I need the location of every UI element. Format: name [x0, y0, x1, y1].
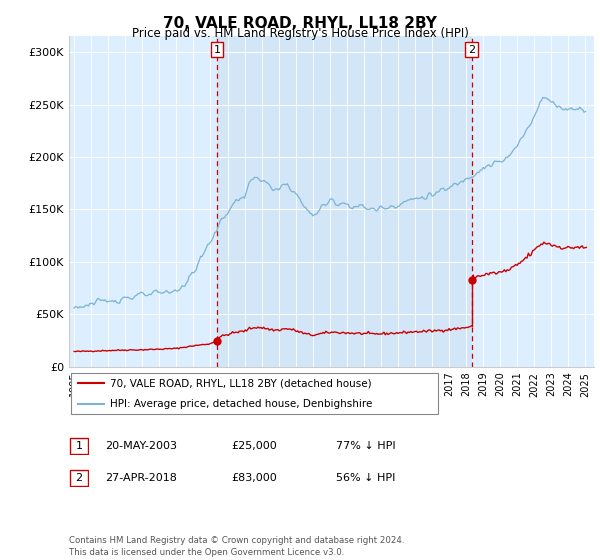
Text: Price paid vs. HM Land Registry's House Price Index (HPI): Price paid vs. HM Land Registry's House …	[131, 27, 469, 40]
Text: 77% ↓ HPI: 77% ↓ HPI	[336, 441, 395, 451]
Text: Contains HM Land Registry data © Crown copyright and database right 2024.
This d: Contains HM Land Registry data © Crown c…	[69, 536, 404, 557]
Text: 70, VALE ROAD, RHYL, LL18 2BY (detached house): 70, VALE ROAD, RHYL, LL18 2BY (detached …	[110, 378, 371, 388]
Text: 56% ↓ HPI: 56% ↓ HPI	[336, 473, 395, 483]
Text: 1: 1	[214, 45, 220, 55]
Text: £25,000: £25,000	[231, 441, 277, 451]
FancyBboxPatch shape	[70, 470, 88, 486]
Text: HPI: Average price, detached house, Denbighshire: HPI: Average price, detached house, Denb…	[110, 399, 372, 409]
Bar	[217, 36, 472, 367]
Text: 2: 2	[76, 473, 82, 483]
FancyBboxPatch shape	[70, 438, 88, 454]
Text: £83,000: £83,000	[231, 473, 277, 483]
Text: 27-APR-2018: 27-APR-2018	[105, 473, 177, 483]
Text: 2: 2	[468, 45, 475, 55]
FancyBboxPatch shape	[71, 372, 439, 414]
Text: 20-MAY-2003: 20-MAY-2003	[105, 441, 177, 451]
Text: 1: 1	[76, 441, 82, 451]
Text: 70, VALE ROAD, RHYL, LL18 2BY: 70, VALE ROAD, RHYL, LL18 2BY	[163, 16, 437, 31]
